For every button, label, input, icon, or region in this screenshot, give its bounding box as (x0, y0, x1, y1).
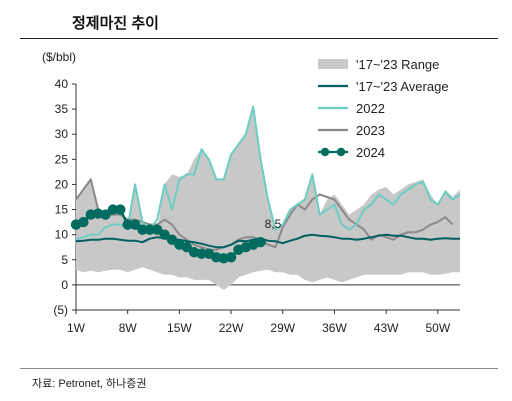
y-tick-label: 35 (55, 102, 69, 116)
legend-marker-2024 (336, 147, 346, 157)
chart-title: 정제마진 추이 (72, 15, 159, 32)
legend-label-2022: 2022 (356, 101, 385, 116)
series-2024-point (166, 234, 178, 245)
y-tick-label: 5 (61, 253, 68, 267)
y-axis-label: ($/bbl) (42, 50, 76, 64)
x-tick-label: 8W (119, 321, 138, 335)
x-tick-label: 50W (426, 321, 451, 335)
y-tick-label: 40 (55, 77, 69, 91)
series-2024-point (100, 209, 111, 220)
series-2024-point (196, 248, 207, 259)
ticks-layer: 40 35 30 25 20 15 10 5 0 (5) 1W 8W 15W 22W 29W 36W 43W 50… (53, 77, 451, 335)
y-tick-label: 30 (55, 127, 69, 141)
legend-label-average: '17~'23 Average (356, 79, 449, 94)
x-tick-label: 22W (219, 321, 244, 335)
series-2024-point (159, 229, 170, 240)
series-2024-point (137, 224, 148, 235)
series-2024-point (122, 219, 133, 230)
value-annotation: 8,5 (265, 217, 282, 231)
series-2024-point (107, 204, 119, 215)
x-tick-label: 36W (322, 321, 347, 335)
x-tick-label: 15W (167, 321, 192, 335)
y-tick-label: (5) (53, 303, 68, 317)
legend-marker-2024 (320, 147, 330, 157)
legend: '17~'23 Range '17~'23 Average 2022 2023 2024 (318, 57, 449, 160)
legend-label-range: '17~'23 Range (356, 57, 439, 72)
series-2024-point (144, 224, 156, 235)
series-2024-point (78, 216, 89, 228)
legend-label-2024: 2024 (356, 145, 385, 160)
y-tick-label: 0 (61, 278, 68, 292)
source-divider (20, 368, 498, 369)
y-tick-label: 10 (55, 228, 69, 242)
y-tick-label: 20 (55, 177, 69, 191)
series-2024-point (181, 242, 192, 253)
y-tick-label: 15 (55, 203, 69, 217)
series-2024-point (129, 219, 141, 230)
x-tick-label: 29W (270, 321, 295, 335)
series-2024-point (115, 204, 126, 215)
x-tick-label: 1W (67, 321, 86, 335)
axes-layer (75, 84, 460, 311)
series-2024-point (255, 237, 266, 248)
series-2024-point (225, 252, 237, 263)
title-divider (20, 38, 498, 39)
series-line-average (75, 233, 460, 249)
y-tick-label: 25 (55, 152, 69, 166)
series-line-2022 (75, 105, 461, 241)
series-2024-point (152, 224, 163, 235)
series-layer (70, 105, 461, 264)
source-note: 자료: Petronet, 하나증권 (32, 378, 147, 390)
legend-label-2023: 2023 (356, 123, 385, 138)
legend-swatch-range (318, 59, 348, 69)
x-tick-label: 43W (374, 321, 399, 335)
